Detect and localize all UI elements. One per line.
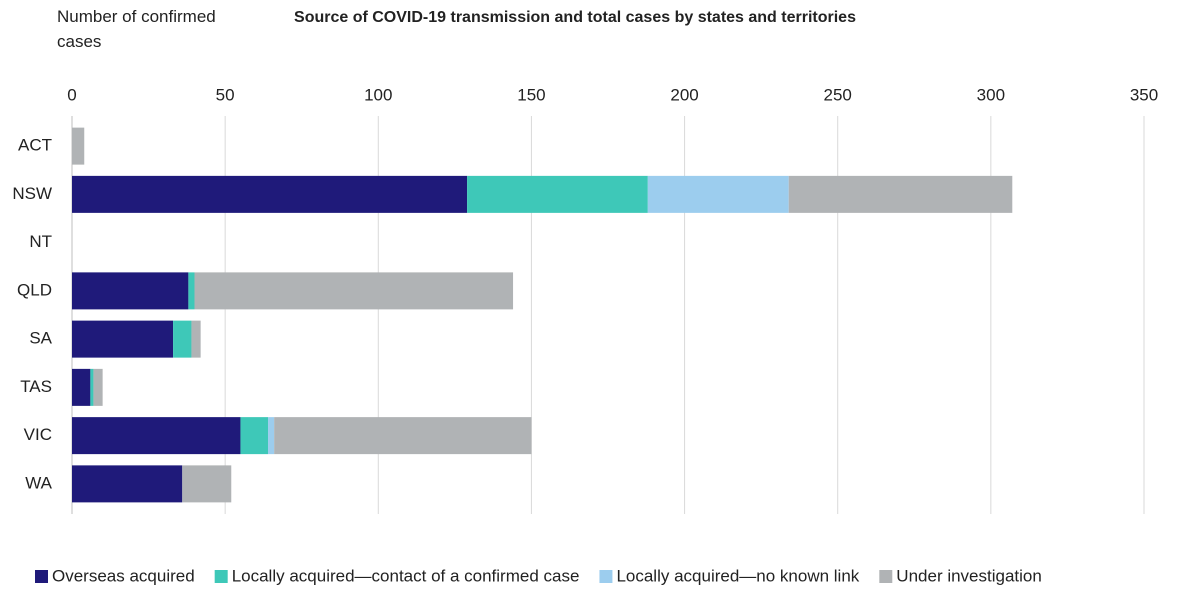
bar-segment [268,417,275,455]
x-tick-label: 150 [517,85,545,104]
bar-segment [194,272,514,310]
bar-segment [90,368,94,406]
y-tick-label: QLD [17,280,52,299]
bar-segment [274,417,532,455]
bar-segment [72,368,91,406]
bar-segment [72,127,85,165]
bar-segment [467,175,648,213]
bar-segment [72,272,189,310]
x-tick-label: 50 [216,85,235,104]
y-tick-label: SA [29,329,52,348]
x-tick-label: 0 [67,85,76,104]
y-tick-label: WA [25,473,52,492]
bar-segment [240,417,269,455]
bar-segment [647,175,789,213]
x-tick-label: 250 [824,85,852,104]
legend-label: Locally acquired—contact of a confirmed … [232,566,580,585]
chart-title: Source of COVID-19 transmission and tota… [294,9,856,26]
bar-segment [72,320,174,358]
legend-swatch [214,570,228,583]
y-tick-label: VIC [24,425,52,444]
legend-label: Locally acquired—no known link [616,566,859,585]
y-tick-label: NT [29,232,52,251]
legend-swatch [35,570,48,583]
x-tick-label: 100 [364,85,392,104]
x-tick-label: 300 [977,85,1005,104]
legend-swatch [599,570,613,583]
bar-segment [173,320,192,358]
y-tick-label: TAS [20,377,52,396]
bar-segment [788,175,1013,213]
y-tick-label: NSW [12,184,52,203]
bar-segment [72,465,183,503]
bar-segment [72,175,468,213]
bar-segment [72,417,241,455]
bar-segment [182,465,232,503]
x-tick-label: 350 [1130,85,1158,104]
bar-segment [188,272,195,310]
x-tick-label: 200 [670,85,698,104]
bar-segment [191,320,201,358]
legend-label: Overseas acquired [52,566,195,585]
legend-label: Under investigation [896,566,1042,585]
legend-swatch [879,570,893,583]
y-tick-label: ACT [18,136,52,155]
bar-segment [93,368,103,406]
axis-label: Number of confirmed cases [57,7,216,51]
